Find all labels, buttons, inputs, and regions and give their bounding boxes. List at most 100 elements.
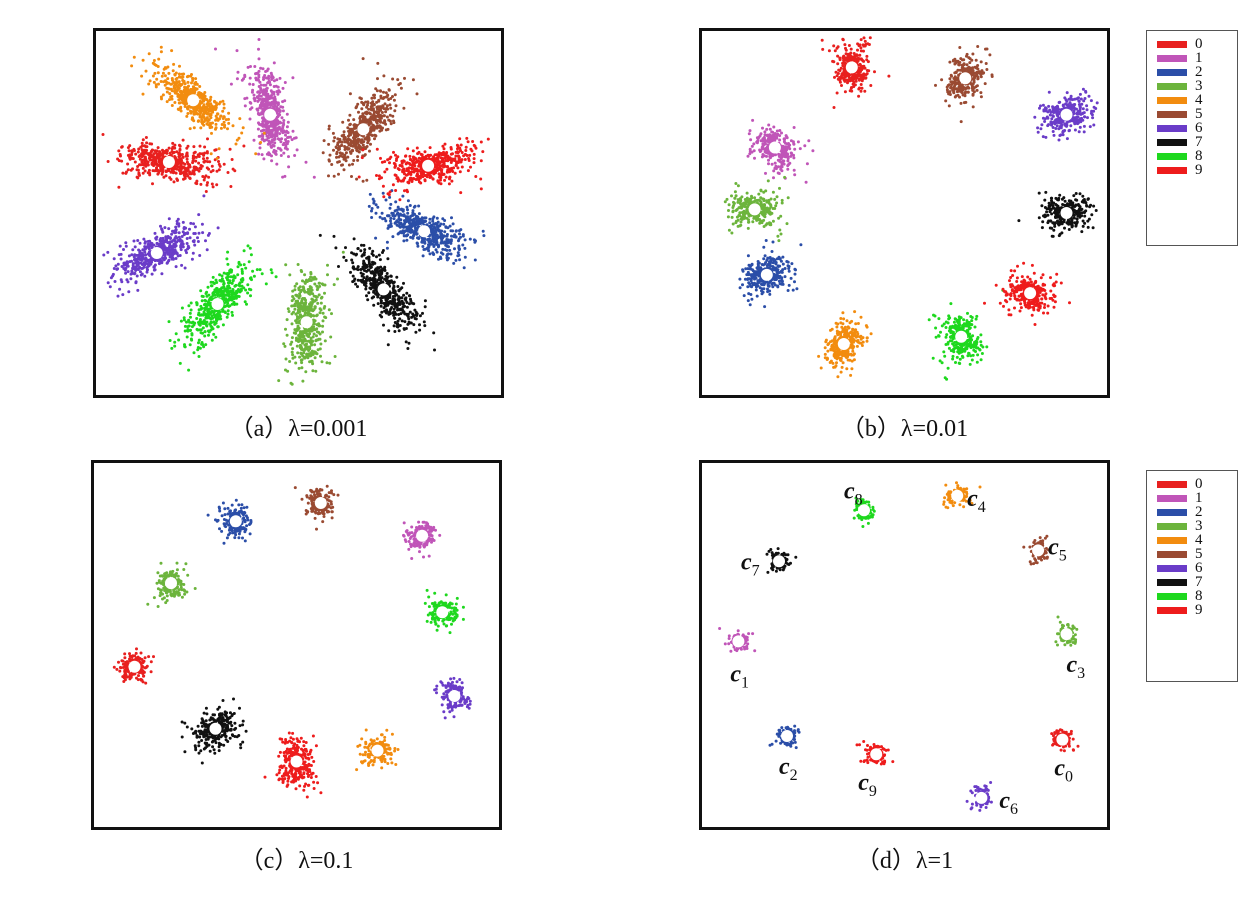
- scatter-point: [341, 155, 345, 159]
- scatter-point: [868, 36, 872, 40]
- scatter-point: [319, 354, 322, 358]
- scatter-point: [397, 83, 401, 87]
- scatter-point: [282, 130, 286, 134]
- scatter-point: [414, 313, 418, 317]
- scatter-point: [186, 166, 190, 170]
- scatter-point: [282, 151, 286, 155]
- scatter-point: [195, 179, 199, 183]
- scatter-point: [262, 157, 266, 161]
- scatter-point: [391, 95, 394, 98]
- scatter-point: [261, 137, 265, 140]
- scatter-point: [152, 62, 156, 66]
- scatter-point: [285, 318, 289, 322]
- scatter-point: [206, 137, 209, 141]
- scatter-point: [143, 156, 147, 160]
- scatter-point: [400, 213, 404, 217]
- scatter-point: [281, 124, 285, 128]
- scatter-point: [328, 153, 332, 157]
- scatter-point: [409, 158, 413, 162]
- scatter-point: [359, 140, 363, 144]
- scatter-point: [296, 324, 300, 328]
- scatter-point: [140, 74, 144, 78]
- scatter-point: [267, 139, 271, 143]
- scatter-point: [327, 127, 331, 131]
- scatter-point: [240, 267, 244, 271]
- scatter-point: [379, 304, 383, 308]
- scatter-point: [380, 128, 384, 132]
- scatter-point: [138, 241, 142, 245]
- scatter-point: [370, 216, 374, 219]
- scatter-point: [406, 215, 410, 219]
- scatter-point: [143, 169, 147, 173]
- scatter-point: [185, 146, 189, 150]
- scatter-point: [227, 275, 230, 279]
- scatter-point: [423, 324, 427, 328]
- scatter-point: [168, 250, 172, 254]
- scatter-point: [295, 344, 299, 348]
- scatter-point: [370, 209, 373, 213]
- scatter-point: [296, 351, 300, 355]
- scatter-point: [266, 131, 270, 135]
- scatter-point: [281, 175, 285, 179]
- scatter-point: [159, 242, 163, 246]
- cluster-center-6: [150, 247, 163, 259]
- scatter-point: [378, 124, 381, 128]
- scatter-point: [407, 320, 411, 324]
- scatter-point: [429, 242, 433, 246]
- scatter-point: [415, 226, 419, 230]
- scatter-point: [102, 253, 106, 257]
- scatter-point: [430, 224, 434, 228]
- scatter-point: [342, 168, 346, 172]
- scatter-point: [401, 229, 405, 233]
- scatter-point: [448, 248, 452, 252]
- scatter-point: [205, 166, 209, 170]
- scatter-point: [382, 306, 386, 310]
- scatter-point: [185, 157, 189, 161]
- scatter-point: [270, 271, 274, 275]
- scatter-point: [286, 140, 290, 143]
- panel-a-scatter: [101, 38, 490, 386]
- scatter-point: [144, 164, 148, 168]
- scatter-point: [396, 303, 400, 307]
- scatter-point: [209, 121, 212, 125]
- scatter-point: [400, 286, 404, 290]
- scatter-point: [209, 102, 213, 106]
- scatter-point: [456, 254, 460, 258]
- scatter-point: [312, 277, 316, 281]
- scatter-point: [182, 72, 186, 76]
- scatter-point: [200, 152, 204, 156]
- scatter-point: [156, 146, 160, 150]
- scatter-point: [315, 334, 318, 338]
- scatter-point: [180, 76, 184, 79]
- scatter-point: [179, 109, 183, 113]
- scatter-point: [391, 297, 395, 301]
- scatter-point: [336, 160, 340, 164]
- scatter-point: [249, 101, 253, 105]
- scatter-point: [411, 312, 415, 316]
- scatter-point: [221, 323, 225, 327]
- scatter-point: [321, 324, 325, 328]
- scatter-point: [379, 108, 383, 112]
- scatter-point: [179, 248, 183, 252]
- scatter-point: [433, 159, 437, 163]
- scatter-point: [291, 347, 295, 351]
- scatter-point: [167, 87, 171, 91]
- scatter-point: [281, 143, 285, 147]
- scatter-point: [286, 136, 290, 139]
- scatter-point: [205, 156, 209, 160]
- scatter-point: [151, 148, 155, 152]
- scatter-point: [187, 304, 191, 308]
- scatter-point: [372, 279, 376, 283]
- cluster-3: [277, 250, 345, 386]
- scatter-point: [406, 208, 409, 212]
- scatter-point: [409, 297, 412, 301]
- scatter-point: [358, 120, 362, 124]
- scatter-point: [375, 270, 378, 274]
- scatter-point: [182, 177, 185, 181]
- scatter-point: [407, 166, 411, 170]
- scatter-point: [401, 194, 405, 198]
- scatter-point: [184, 249, 188, 252]
- scatter-point: [432, 245, 436, 248]
- scatter-point: [172, 86, 176, 90]
- scatter-point: [275, 105, 279, 109]
